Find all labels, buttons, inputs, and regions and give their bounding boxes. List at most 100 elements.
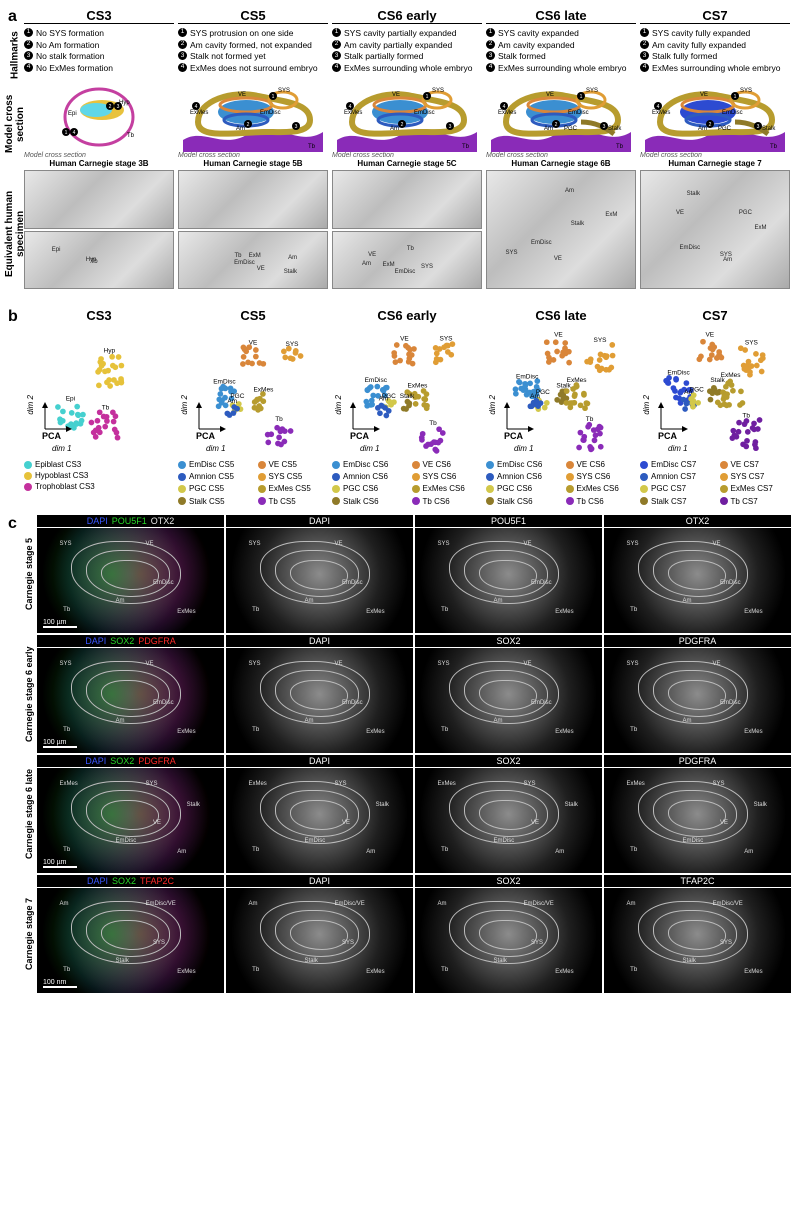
hallmarks-list: 1SYS cavity expanded2Am cavity expanded3… <box>486 26 636 82</box>
hallmarks-list: 1No SYS formation2No Am formation3No sta… <box>24 26 174 82</box>
if-channel-panel: SOX2ExMesSYSVEEmDiscAmTbStalk <box>415 755 602 873</box>
legend-label: Hypoblast CS3 <box>35 470 88 481</box>
rowlabel-model: Model cross section <box>8 84 22 164</box>
legend-swatch-icon <box>332 485 340 493</box>
legend-item: Amnion CS7 <box>640 471 714 482</box>
svg-text:3: 3 <box>117 104 120 110</box>
hallmark-number-icon: 1 <box>178 28 187 37</box>
legend-item: SYS CS5 <box>258 471 328 482</box>
if-channel-name: SOX2 <box>112 876 136 886</box>
pca-legend: Epiblast CS3Hypoblast CS3Trophoblast CS3 <box>22 455 176 509</box>
specimen-micrograph <box>178 170 328 229</box>
pca-title: PCA <box>42 431 61 441</box>
legend-item: Stalk CS5 <box>178 496 252 507</box>
scalebar-label: 100 nm <box>43 979 66 986</box>
legend-swatch-icon <box>720 497 728 505</box>
legend-item: Stalk CS7 <box>640 496 714 507</box>
svg-text:EmDisc: EmDisc <box>365 377 388 384</box>
if-channel-name: TFAP2C <box>140 876 174 886</box>
panel-b: b CS3EpiHypTbdim 2dim 1PCACS5VESYSEmDisc… <box>8 308 792 455</box>
if-annotation: Am <box>177 849 186 855</box>
legend-item: Tb CS6 <box>412 496 482 507</box>
legend-item: Tb CS7 <box>720 496 790 507</box>
svg-text:VE: VE <box>554 332 563 339</box>
if-channel-name: OTX2 <box>686 516 710 526</box>
svg-text:2: 2 <box>709 122 712 128</box>
legend-label: VE CS6 <box>423 459 451 470</box>
pca-xlabel: dim 1 <box>514 444 534 453</box>
model-cross-section: ExMesAmSYSVEEmDiscStalkPGCTb1234 <box>486 82 636 152</box>
panel-letter-b: b <box>8 308 18 325</box>
legend-label: PGC CS6 <box>343 483 378 494</box>
pca-stage-title: CS6 late <box>486 308 636 323</box>
hallmark-text: No stalk formation <box>36 51 105 62</box>
model-cross-section: EpiHypTb1423 <box>24 82 174 152</box>
svg-text:ExMes: ExMes <box>344 110 362 116</box>
specimen-micrograph-inset: ExMAmEmDiscVETbStalk <box>178 231 328 290</box>
legend-swatch-icon <box>178 473 186 481</box>
hallmark-text: Stalk fully formed <box>652 51 717 62</box>
hallmark-text: No SYS formation <box>36 28 104 39</box>
model-cross-section: SYSVEEmDiscExMesAmTb1234 <box>178 82 328 152</box>
legend-item: Amnion CS6 <box>486 471 560 482</box>
if-channel-name: DAPI <box>309 636 330 646</box>
hallmark-text: Am cavity formed, not expanded <box>190 40 312 51</box>
pca-stage-title: CS5 <box>178 308 328 323</box>
legend-label: Epiblast CS3 <box>35 459 81 470</box>
legend-swatch-icon <box>412 485 420 493</box>
svg-text:Tb: Tb <box>616 144 624 150</box>
pca-plot: VESYSEmDiscPGCAmExMesTbdim 2dim 1PCA <box>178 325 328 455</box>
if-channel-name: SOX2 <box>496 756 520 766</box>
svg-text:Am: Am <box>236 126 245 132</box>
legend-item: PGC CS6 <box>486 483 560 494</box>
legend-swatch-icon <box>258 485 266 493</box>
if-annotation: Am <box>116 598 125 604</box>
legend-swatch-icon <box>486 473 494 481</box>
legend-item: Hypoblast CS3 <box>24 470 174 481</box>
legend-swatch-icon <box>640 485 648 493</box>
legend-item: Stalk CS6 <box>486 496 560 507</box>
pca-xlabel: dim 1 <box>206 444 226 453</box>
if-stage-label: Carnegie stage 6 late <box>22 755 36 873</box>
legend-swatch-icon <box>720 485 728 493</box>
svg-text:EmDisc: EmDisc <box>568 110 589 116</box>
pca-plot: VESYSEmDiscPGCAmStalkExMesTbdim 2dim 1PC… <box>486 325 636 455</box>
svg-text:4: 4 <box>195 104 198 110</box>
svg-text:4: 4 <box>349 104 352 110</box>
if-annotation: EmDisc <box>116 838 137 844</box>
svg-text:Am: Am <box>390 126 399 132</box>
svg-text:Tb: Tb <box>127 133 135 139</box>
if-channel-name: SOX2 <box>110 636 134 646</box>
if-channel-name: DAPI <box>85 636 106 646</box>
hallmark-number-icon: 4 <box>178 63 187 72</box>
pca-title: PCA <box>196 431 215 441</box>
pca-title: PCA <box>658 431 677 441</box>
svg-text:Tb: Tb <box>308 144 316 150</box>
legend-label: VE CS6 <box>577 459 605 470</box>
svg-text:ExMes: ExMes <box>190 110 208 116</box>
svg-text:EmDisc: EmDisc <box>260 110 281 116</box>
if-annotation: SYS <box>59 541 71 547</box>
hallmark-number-icon: 4 <box>24 63 33 72</box>
stage-title: CS7 <box>640 8 790 24</box>
svg-text:4: 4 <box>73 130 76 136</box>
hallmark-number-icon: 1 <box>332 28 341 37</box>
legend-item: Tb CS5 <box>258 496 328 507</box>
specimen-micrograph <box>332 170 482 229</box>
svg-text:4: 4 <box>503 104 506 110</box>
scalebar-icon <box>43 986 77 988</box>
if-annotation: SYS <box>145 781 157 787</box>
if-channel-name: POU5F1 <box>491 516 526 526</box>
hallmarks-list: 1SYS protrusion on one side2Am cavity fo… <box>178 26 328 82</box>
legend-item: PGC CS7 <box>640 483 714 494</box>
svg-text:3: 3 <box>295 124 298 130</box>
if-channel-name: SOX2 <box>496 876 520 886</box>
stage-title: CS3 <box>24 8 174 24</box>
svg-text:1: 1 <box>734 94 737 100</box>
if-channel-panel: DAPISYSVEEmDiscAmExMesTb <box>226 635 413 753</box>
legend-swatch-icon <box>24 461 32 469</box>
hallmark-text: SYS cavity expanded <box>498 28 579 39</box>
legend-label: Trophoblast CS3 <box>35 481 95 492</box>
legend-swatch-icon <box>332 473 340 481</box>
hallmark-number-icon: 1 <box>640 28 649 37</box>
